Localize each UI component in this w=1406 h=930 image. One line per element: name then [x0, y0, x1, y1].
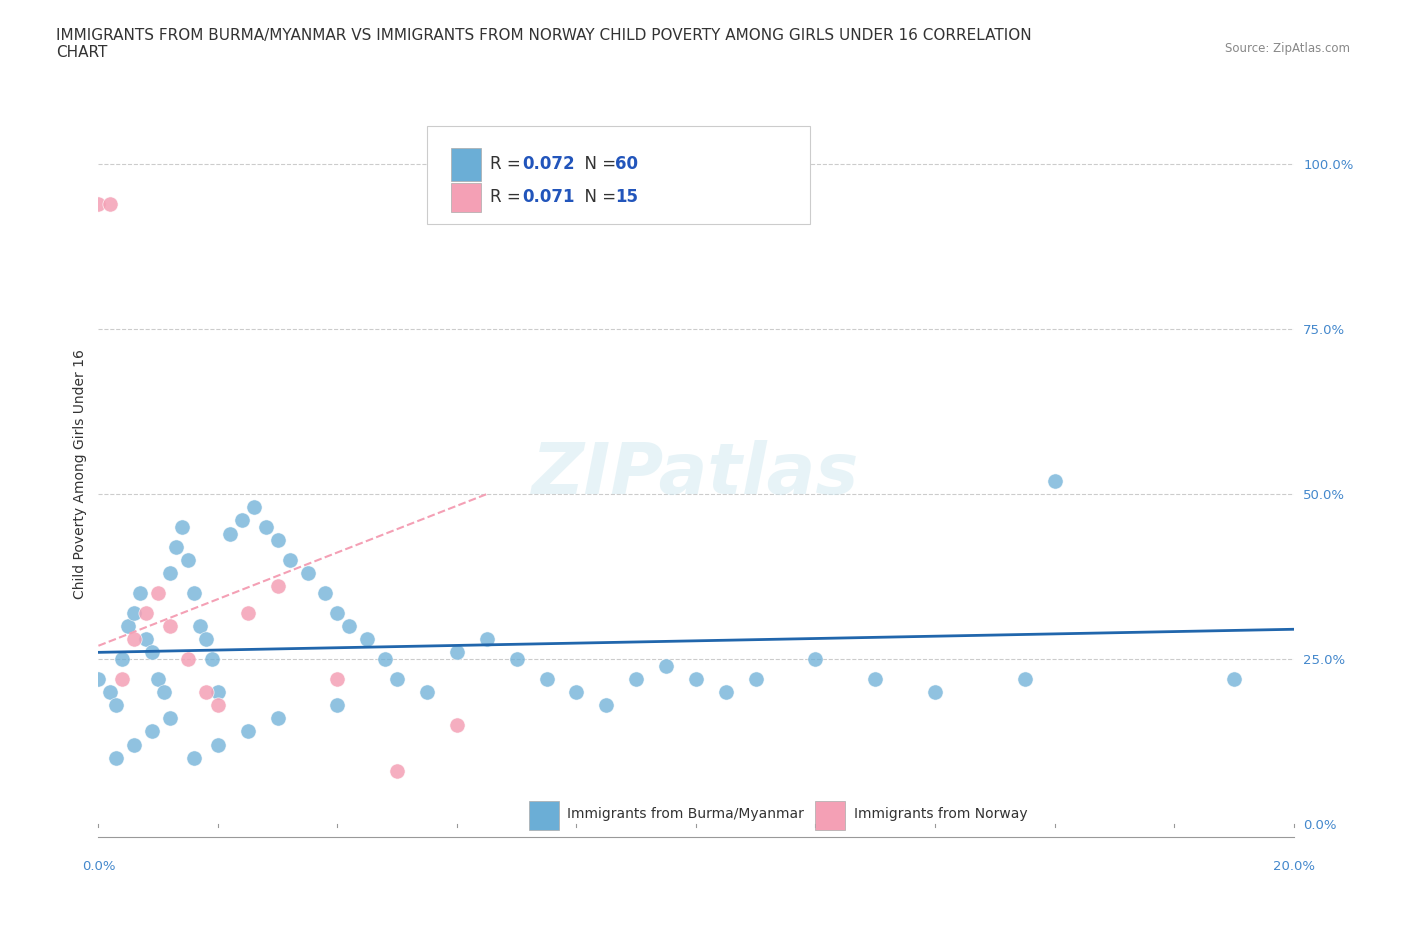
Point	[207, 698, 229, 712]
Text: 0.0%: 0.0%	[82, 860, 115, 873]
Point	[219, 526, 242, 541]
FancyBboxPatch shape	[451, 182, 481, 212]
Text: R =: R =	[491, 188, 526, 206]
Point	[297, 565, 319, 580]
Point	[141, 724, 163, 739]
Text: 15: 15	[614, 188, 638, 206]
Point	[111, 652, 134, 667]
Point	[267, 711, 290, 725]
Point	[165, 539, 187, 554]
Point	[865, 671, 887, 686]
Point	[87, 671, 110, 686]
Point	[267, 579, 290, 594]
Point	[236, 724, 259, 739]
Point	[195, 684, 218, 699]
Point	[124, 737, 146, 752]
Text: IMMIGRANTS FROM BURMA/MYANMAR VS IMMIGRANTS FROM NORWAY CHILD POVERTY AMONG GIRL: IMMIGRANTS FROM BURMA/MYANMAR VS IMMIGRA…	[56, 28, 1032, 60]
Text: ZIPatlas: ZIPatlas	[533, 440, 859, 509]
Point	[356, 631, 378, 646]
Point	[254, 520, 277, 535]
Point	[804, 652, 827, 667]
Point	[100, 684, 122, 699]
Point	[105, 698, 128, 712]
Point	[183, 751, 205, 765]
Point	[565, 684, 588, 699]
Point	[446, 717, 468, 732]
Point	[236, 605, 259, 620]
Point	[177, 652, 200, 667]
Point	[111, 671, 134, 686]
Text: Source: ZipAtlas.com: Source: ZipAtlas.com	[1225, 42, 1350, 55]
Point	[626, 671, 648, 686]
Point	[536, 671, 558, 686]
Point	[201, 652, 224, 667]
Point	[278, 552, 301, 567]
Point	[475, 631, 498, 646]
Point	[159, 618, 181, 633]
Point	[172, 520, 194, 535]
Point	[148, 586, 170, 601]
Point	[326, 671, 349, 686]
Point	[207, 684, 229, 699]
Point	[159, 565, 181, 580]
Point	[506, 652, 529, 667]
Point	[195, 631, 218, 646]
Point	[188, 618, 211, 633]
Point	[141, 644, 163, 659]
Point	[1223, 671, 1246, 686]
Point	[231, 513, 253, 528]
Point	[159, 711, 181, 725]
Point	[129, 586, 152, 601]
Point	[446, 644, 468, 659]
Point	[1043, 473, 1066, 488]
Point	[124, 631, 146, 646]
Point	[315, 586, 337, 601]
Point	[135, 631, 157, 646]
Point	[105, 751, 128, 765]
Point	[655, 658, 678, 673]
Point	[416, 684, 439, 699]
Text: R =: R =	[491, 154, 526, 173]
FancyBboxPatch shape	[427, 126, 810, 224]
Text: 20.0%: 20.0%	[1272, 860, 1315, 873]
FancyBboxPatch shape	[451, 148, 481, 180]
Point	[153, 684, 176, 699]
Point	[87, 196, 110, 211]
Point	[124, 605, 146, 620]
Y-axis label: Child Poverty Among Girls Under 16: Child Poverty Among Girls Under 16	[73, 350, 87, 599]
Point	[177, 552, 200, 567]
Text: 0.071: 0.071	[523, 188, 575, 206]
Point	[326, 605, 349, 620]
Point	[714, 684, 737, 699]
Point	[207, 737, 229, 752]
Point	[685, 671, 707, 686]
Text: N =: N =	[574, 154, 621, 173]
Text: 60: 60	[614, 154, 638, 173]
Point	[100, 196, 122, 211]
Point	[385, 764, 409, 778]
Point	[183, 586, 205, 601]
Point	[117, 618, 139, 633]
Text: 0.072: 0.072	[523, 154, 575, 173]
Text: Immigrants from Burma/Myanmar: Immigrants from Burma/Myanmar	[567, 807, 804, 821]
Text: N =: N =	[574, 188, 621, 206]
Point	[745, 671, 768, 686]
Point	[243, 499, 266, 514]
Point	[1014, 671, 1036, 686]
Point	[339, 618, 360, 633]
Point	[135, 605, 157, 620]
Point	[148, 671, 170, 686]
Point	[385, 671, 409, 686]
Point	[374, 652, 396, 667]
Text: Immigrants from Norway: Immigrants from Norway	[853, 807, 1028, 821]
FancyBboxPatch shape	[815, 801, 845, 830]
Point	[326, 698, 349, 712]
Point	[595, 698, 617, 712]
Point	[267, 533, 290, 548]
FancyBboxPatch shape	[529, 801, 558, 830]
Point	[924, 684, 946, 699]
